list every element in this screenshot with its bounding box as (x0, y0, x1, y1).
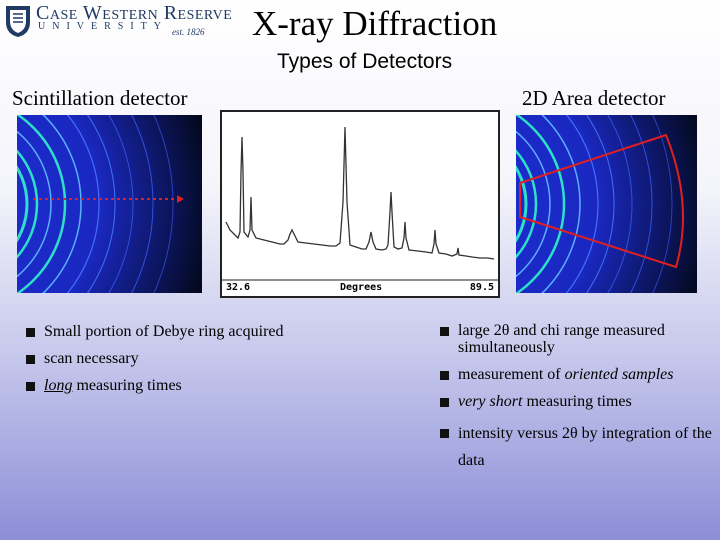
bullet-marker-icon (26, 355, 35, 364)
integration-sector (519, 133, 685, 269)
bullet-marker-icon (26, 382, 35, 391)
area-detector-heading: 2D Area detector (522, 86, 666, 110)
bullet-item: measurement of oriented samples (440, 366, 720, 383)
area-detector-image (516, 115, 697, 293)
scintillation-bullets: Small portion of Debye ring acquired sca… (26, 323, 286, 404)
diffractogram: 32.6 Degrees 89.5 (220, 110, 500, 298)
university-logo: Case Western Reserve UNIVERSITY est. 182… (0, 0, 232, 42)
bullet-item: large 2θ and chi range measured simultan… (440, 322, 720, 356)
area-detector-bullets: large 2θ and chi range measured simultan… (440, 322, 720, 484)
bullet-item: very short measuring times (440, 393, 720, 410)
logo-name: Case Western Reserve (36, 2, 233, 24)
seal-icon (6, 6, 30, 37)
scintillation-detector-image (17, 115, 202, 293)
x-axis-label: Degrees (340, 282, 383, 293)
bullet-item: intensity versus 2θ by integration of th… (440, 420, 720, 474)
scintillation-heading: Scintillation detector (12, 86, 188, 110)
bullet-marker-icon (440, 327, 449, 336)
bullet-marker-icon (26, 328, 35, 337)
x-start-label: 32.6 (226, 282, 251, 293)
bullet-marker-icon (440, 398, 449, 407)
x-end-label: 89.5 (469, 282, 494, 293)
bullet-item: long measuring times (26, 377, 286, 394)
bullet-item: scan necessary (26, 350, 286, 367)
logo-university: UNIVERSITY (38, 21, 168, 32)
logo-est: est. 1826 (172, 27, 205, 37)
bullet-marker-icon (440, 429, 449, 438)
bullet-item: Small portion of Debye ring acquired (26, 323, 286, 340)
slide-title: X-ray Diffraction (252, 4, 498, 43)
bullet-marker-icon (440, 371, 449, 380)
slide-subtitle: Types of Detectors (277, 50, 453, 73)
